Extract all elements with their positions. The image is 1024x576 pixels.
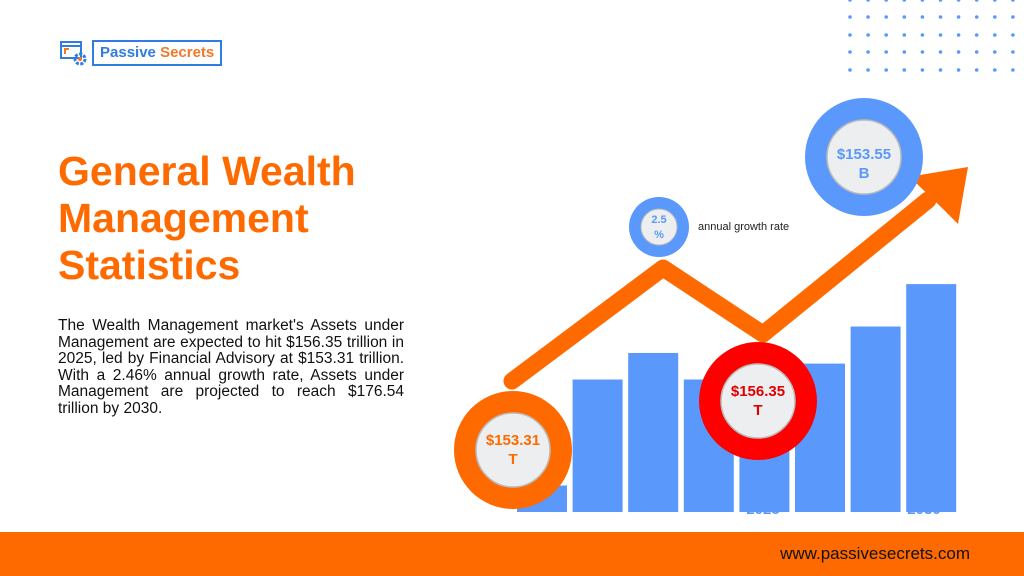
dot (1011, 15, 1015, 19)
dot (902, 68, 907, 72)
bar (850, 326, 901, 512)
growth-arrow-line (503, 191, 937, 390)
dot (974, 50, 979, 54)
description: The Wealth Management market's Assets un… (58, 317, 404, 417)
badge-mid-unit: T (753, 402, 762, 419)
dot (938, 68, 943, 72)
badge-growth-unit: % (654, 229, 664, 241)
dot (902, 50, 907, 54)
badge-top: $153.55 B (805, 98, 923, 216)
year-label-2025: 2025 (746, 501, 779, 518)
dot (1011, 0, 1015, 2)
badge-start: $153.31 T (454, 391, 572, 509)
badge-growth: 2.5 % annual growth rate (629, 197, 789, 257)
dot (920, 0, 925, 2)
badge-growth-value: 2.5 (651, 214, 666, 226)
badge-start-value: $153.31 (486, 432, 540, 449)
dot (956, 33, 961, 37)
growth-arrow-head (914, 167, 968, 224)
page-title: General Wealth Management Statistics (58, 148, 356, 288)
dot (866, 68, 870, 72)
dot (974, 0, 979, 2)
dot (938, 15, 943, 19)
browser-gear-icon (60, 41, 87, 66)
growth-label: annual growth rate (698, 221, 789, 233)
badge-top-unit: B (859, 165, 870, 182)
dot (902, 15, 907, 19)
dot (1011, 50, 1015, 54)
badge-top-value: $153.55 (837, 146, 891, 163)
dot (993, 33, 997, 37)
dot (993, 0, 997, 2)
dot (938, 33, 943, 37)
dot (884, 0, 888, 2)
dot (938, 50, 943, 54)
dot (974, 33, 979, 37)
dot (884, 15, 888, 19)
badge-mid-value: $156.35 (731, 383, 785, 400)
dot (866, 15, 870, 19)
dot (974, 68, 979, 72)
dot (848, 15, 852, 19)
dot (848, 0, 852, 2)
dot (866, 50, 870, 54)
dot (1011, 33, 1015, 37)
year-label-2030: 2030 (907, 501, 940, 518)
dot (956, 15, 961, 19)
badge-mid: $156.35 T (699, 342, 817, 460)
dot (956, 68, 961, 72)
dot-pattern (848, 0, 1015, 72)
dot (884, 50, 888, 54)
logo: Passive Secrets (60, 40, 223, 66)
bar (906, 284, 957, 512)
brand-name-2: Secrets (160, 44, 215, 61)
dot (993, 68, 997, 72)
dot (956, 50, 961, 54)
bar (572, 379, 623, 512)
dot (993, 50, 997, 54)
dot (920, 33, 925, 37)
dot (974, 15, 979, 19)
footer: www.passivesecrets.com (0, 532, 1024, 576)
dot (848, 68, 852, 72)
dot (920, 50, 925, 54)
dot (848, 50, 852, 54)
dot (993, 15, 997, 19)
badge-start-unit: T (508, 451, 517, 468)
brand-name-1: Passive (100, 44, 156, 61)
dot (866, 33, 870, 37)
dot (848, 33, 852, 37)
dot (884, 68, 888, 72)
dot (884, 33, 888, 37)
dot (866, 0, 870, 2)
website-link[interactable]: www.passivesecrets.com (780, 544, 970, 563)
dot (902, 0, 907, 2)
bar (628, 353, 679, 512)
dot (938, 0, 943, 2)
dot (1011, 68, 1015, 72)
dot (920, 68, 925, 72)
dot (956, 0, 961, 2)
dot (902, 33, 907, 37)
dot (920, 15, 925, 19)
